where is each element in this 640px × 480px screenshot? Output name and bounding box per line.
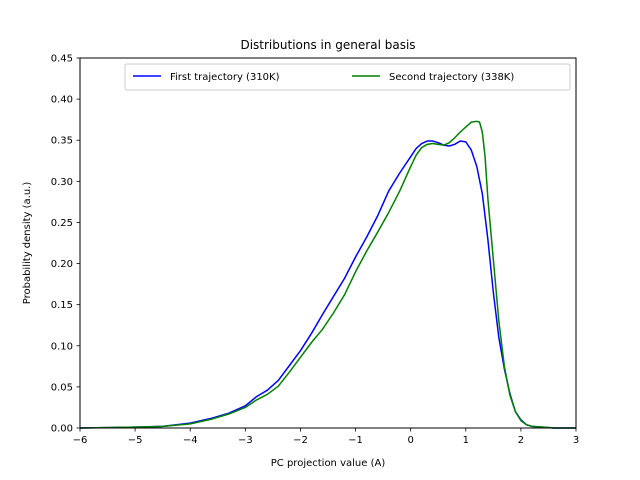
y-tick-label: 0.20	[51, 259, 73, 270]
plot-frame	[79, 57, 577, 429]
x-tick-label: 2	[518, 435, 524, 446]
y-tick-label: 0.40	[51, 95, 73, 106]
y-tick-label: 0.30	[51, 177, 73, 188]
y-tick-label: 0.15	[51, 300, 73, 311]
chart-title: Distributions in general basis	[240, 38, 415, 52]
y-tick-label: 0.35	[51, 136, 73, 147]
y-tick-label: 0.45	[51, 54, 73, 65]
x-tick-label: −4	[183, 435, 198, 446]
y-axis: 0.00 0.05 0.10 0.15 0.20 0.25 0.30 0.35 0.40 0.45	[51, 54, 80, 435]
x-tick-label: −2	[293, 435, 308, 446]
x-tick-label: 0	[407, 435, 413, 446]
y-tick-label: 0.00	[51, 424, 73, 435]
y-axis-label: Probability density (a.u.)	[22, 182, 33, 305]
x-tick-label: −6	[73, 435, 88, 446]
x-tick-label: −5	[128, 435, 143, 446]
legend: First trajectory (310K) Second trajector…	[124, 63, 571, 91]
x-tick-label: 1	[463, 435, 469, 446]
y-tick-label: 0.05	[51, 382, 73, 393]
plot-background	[80, 58, 576, 428]
y-tick-label: 0.25	[51, 218, 73, 229]
x-tick-label: −1	[348, 435, 363, 446]
x-axis: −6 −5 −4 −3 −2 −1 0 1 2 3	[73, 428, 579, 446]
x-axis-label: PC projection value (A)	[271, 458, 386, 469]
legend-label-second-trajectory: Second trajectory (338K)	[389, 72, 514, 83]
series-layer	[79, 120, 576, 429]
y-tick-label: 0.10	[51, 341, 73, 352]
legend-box	[124, 63, 571, 91]
plot-area	[79, 57, 577, 429]
x-tick-label: 3	[573, 435, 579, 446]
x-tick-label: −3	[238, 435, 253, 446]
legend-label-first-trajectory: First trajectory (310K)	[170, 72, 280, 83]
series-line-second-trajectory	[79, 120, 576, 429]
